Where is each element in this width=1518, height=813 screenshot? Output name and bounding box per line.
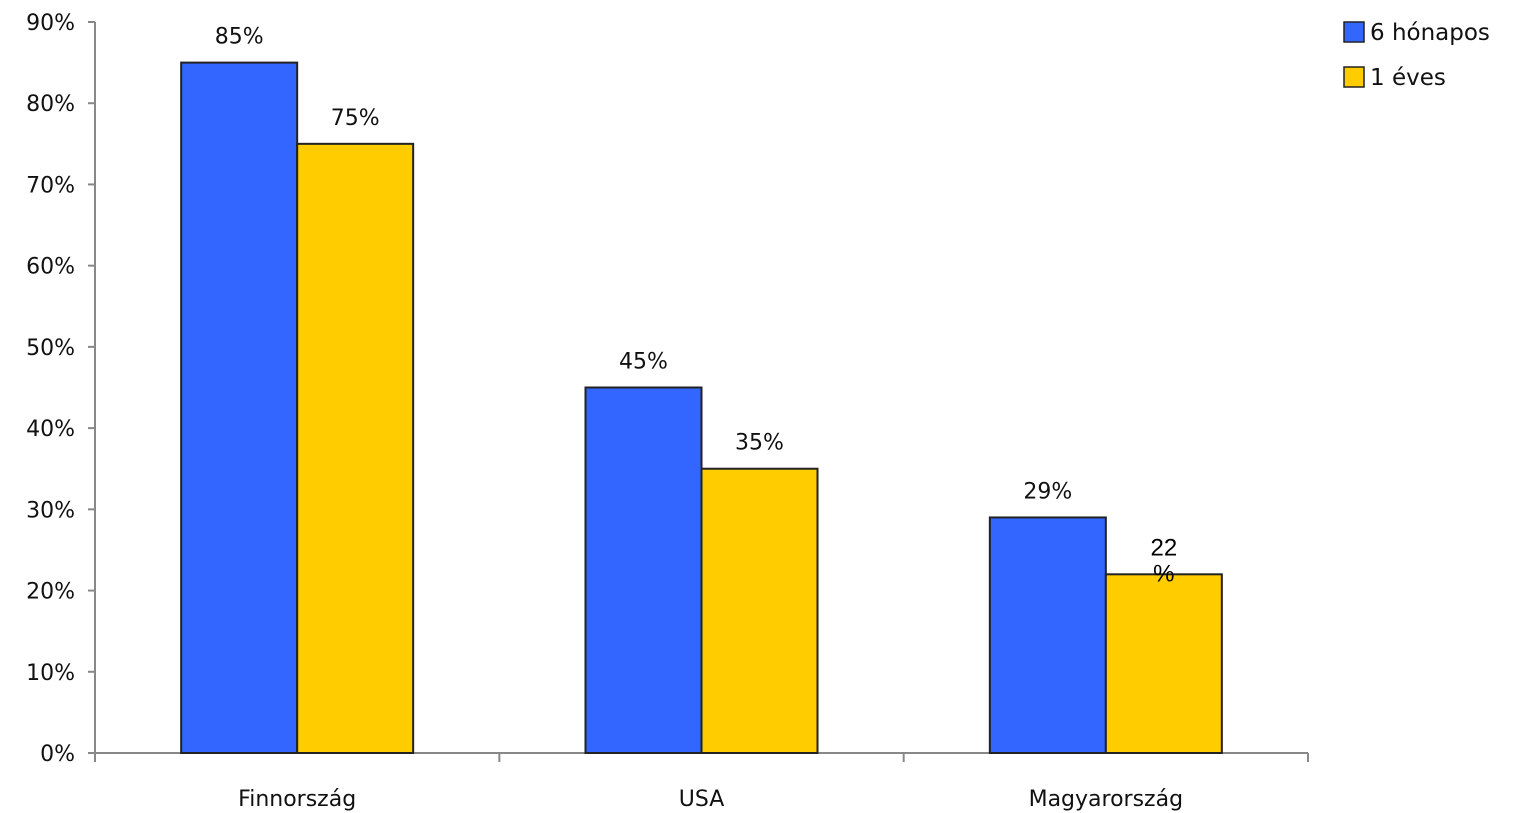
bar-six-month — [180, 61, 299, 755]
bar-one-year — [1104, 573, 1223, 754]
data-label: 85% — [215, 25, 264, 50]
legend-swatch — [1343, 21, 1365, 43]
y-tick-label: 20% — [26, 580, 75, 605]
x-category-label: Magyarország — [1029, 787, 1183, 812]
bar-one-year — [296, 142, 415, 755]
data-label: 22% — [1150, 534, 1177, 587]
bar-six-month — [584, 386, 703, 754]
y-tick-label: 40% — [26, 417, 75, 442]
data-label: 45% — [619, 350, 668, 375]
x-axis: Finnország USA Magyarország — [94, 752, 1309, 812]
legend: 6 hónapos 1 éves — [1343, 20, 1490, 91]
data-labels: 85% 75% 45% 35% 29% 22% — [215, 25, 1177, 588]
y-tick-label: 60% — [26, 255, 75, 280]
data-label: 29% — [1023, 479, 1072, 504]
y-tick-label: 90% — [26, 11, 75, 36]
y-tick-label: 0% — [40, 742, 75, 767]
y-tick-label: 10% — [26, 661, 75, 686]
y-tick-label: 80% — [26, 92, 75, 117]
x-category-label: Finnország — [238, 787, 356, 812]
data-label: 35% — [735, 431, 784, 456]
bars — [180, 61, 1223, 755]
legend-swatch — [1343, 66, 1365, 88]
y-tick-label: 70% — [26, 173, 75, 198]
y-tick-label: 50% — [26, 336, 75, 361]
bar-one-year — [700, 467, 819, 754]
y-axis: 0% 10% 20% 30% 40% 50% 60% 70% 80% 90% — [26, 11, 96, 767]
bar-six-month — [988, 516, 1107, 755]
y-tick-label: 30% — [26, 498, 75, 523]
legend-label: 1 éves — [1370, 65, 1446, 91]
legend-label: 6 hónapos — [1370, 20, 1490, 46]
x-category-label: USA — [679, 787, 725, 812]
data-label: 75% — [331, 106, 380, 131]
